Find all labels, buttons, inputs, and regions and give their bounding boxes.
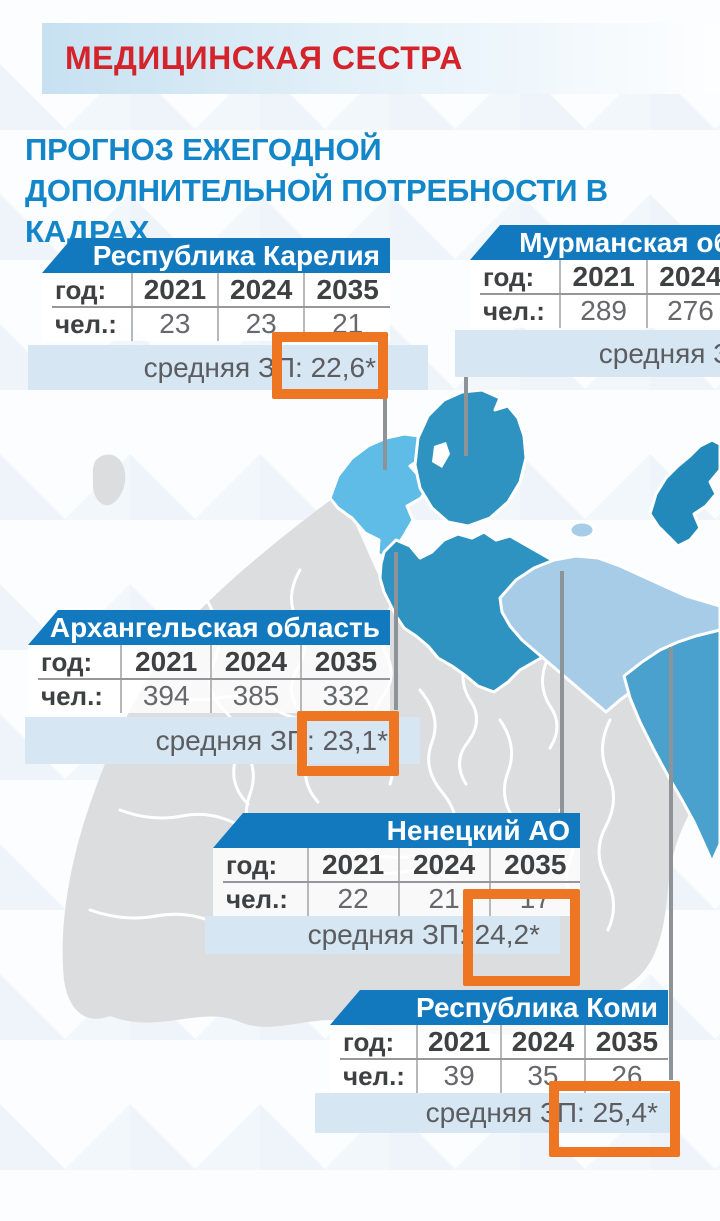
title-band: МЕДИЦИНСКАЯ СЕСТРА	[42, 23, 720, 94]
year-row-label: год:	[55, 275, 107, 305]
people-cell: 23	[130, 307, 217, 341]
region-data-table: год: 2021 2024 2035 чел.: 23 23 21	[42, 273, 390, 341]
people-row-label: чел.:	[55, 309, 117, 339]
salary-label: средняя ЗП:	[598, 338, 720, 369]
year-cell: 2021	[559, 260, 646, 294]
people-cell: 289	[559, 294, 646, 328]
highlight-box-komi-salary	[549, 1081, 680, 1157]
row-divider	[480, 293, 720, 295]
map-connector-komi	[669, 647, 673, 1080]
map-connector-arkhangelsk	[394, 552, 398, 710]
map-murmansk-inlet	[432, 442, 450, 468]
row-divider	[52, 306, 390, 308]
region-data-table: год: 2021 2024 2035 чел.: 289 276	[470, 260, 720, 328]
highlight-box-karelia-salary	[272, 332, 388, 399]
year-row-label: год:	[483, 262, 535, 292]
profession-title: МЕДИЦИНСКАЯ СЕСТРА	[65, 40, 463, 76]
highlight-box-arkhangelsk-salary	[297, 711, 399, 776]
people-cell: 276	[646, 294, 720, 328]
map-connector-nenets	[560, 571, 564, 814]
year-cell: 2021	[130, 273, 217, 307]
map-connector-murmansk	[464, 376, 468, 456]
map-island	[92, 454, 126, 506]
salary-bar: средняя ЗП:	[455, 330, 720, 377]
map-region-nenets-islet	[568, 520, 596, 540]
map-region-far-north	[648, 438, 720, 548]
highlight-box-nenets-salary	[463, 889, 580, 986]
year-cell: 2035	[303, 273, 390, 307]
map-region-murmansk	[413, 390, 528, 528]
year-cell: 2024	[217, 273, 303, 307]
page-subtitle: ПРОГНОЗ ЕЖЕГОДНОЙ ДОПОЛНИТЕЛЬНОЙ ПОТРЕБН…	[25, 132, 608, 249]
people-row-label: чел.:	[483, 296, 545, 326]
year-cell: 2024	[646, 260, 720, 294]
map-connector-karelia	[383, 388, 387, 470]
